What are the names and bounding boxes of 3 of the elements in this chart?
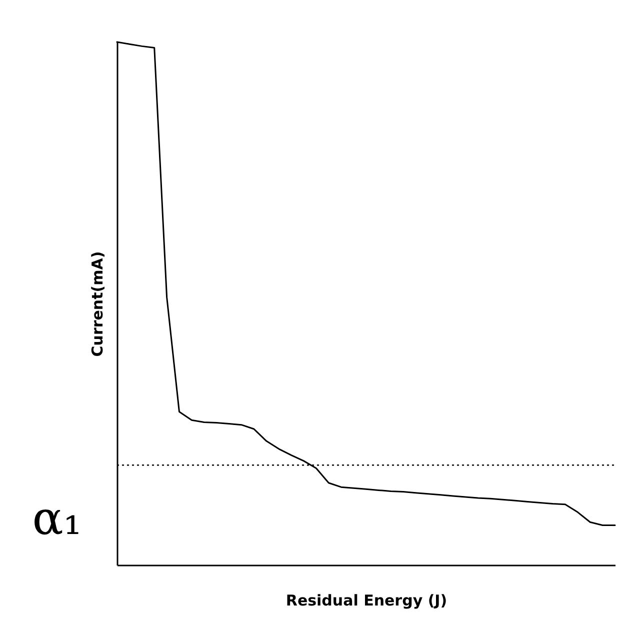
ref-line-label: α₁	[32, 491, 82, 546]
x-axis-title: Residual Energy (J)	[286, 592, 448, 610]
y-axis-title: Current(mA)	[88, 251, 106, 357]
